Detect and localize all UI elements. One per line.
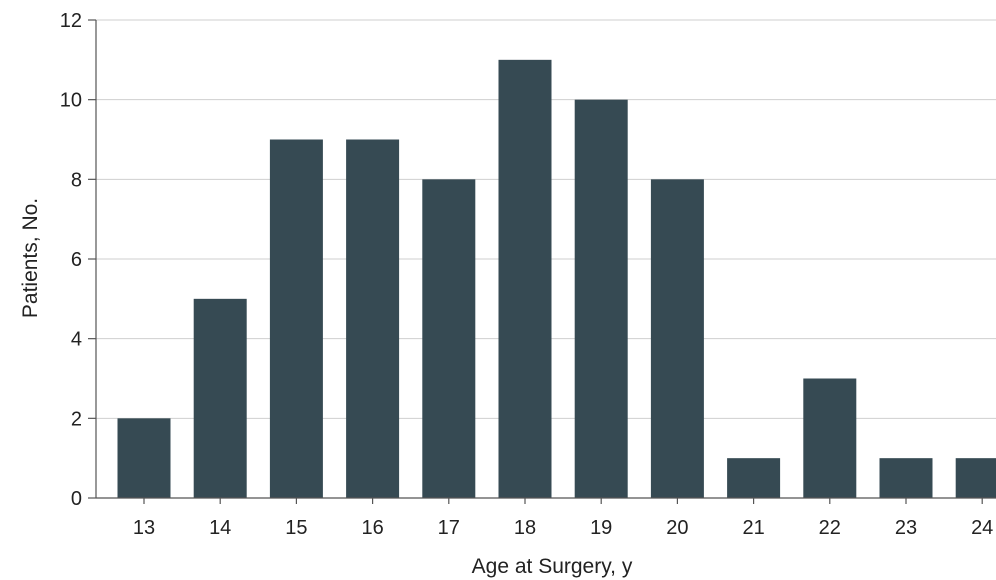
y-tick-label: 2 (71, 408, 82, 430)
x-tick-label: 21 (742, 517, 764, 539)
bar-age-23 (879, 458, 933, 498)
y-axis-title: Patients, No. (19, 198, 42, 318)
bar-age-22 (803, 378, 857, 498)
bar-age-13 (117, 418, 171, 498)
x-tick-label: 15 (285, 517, 307, 539)
bar-age-19 (574, 99, 628, 499)
x-tick-label: 20 (666, 517, 688, 539)
y-tick-label: 10 (60, 90, 82, 112)
x-tick-label: 16 (361, 517, 383, 539)
bar-age-16 (346, 139, 400, 498)
x-tick-label: 22 (819, 517, 841, 539)
y-tick-label: 0 (71, 488, 82, 510)
x-tick-label: 19 (590, 517, 612, 539)
x-tick-label: 14 (209, 517, 231, 539)
x-tick-label: 23 (895, 517, 917, 539)
bar-age-15 (269, 139, 323, 498)
bar-age-24 (955, 458, 996, 498)
x-axis-ticks: 13 14 15 16 17 18 19 20 21 22 23 24 (133, 498, 993, 539)
x-tick-label: 24 (971, 517, 993, 539)
x-tick-label: 13 (133, 517, 155, 539)
x-tick-label: 18 (514, 517, 536, 539)
bars (117, 59, 996, 499)
x-axis-title: Age at Surgery, y (472, 555, 633, 578)
x-tick-label: 17 (438, 517, 460, 539)
bar-age-18 (498, 59, 552, 498)
bar-age-17 (422, 179, 476, 499)
y-tick-label: 12 (60, 10, 82, 32)
y-axis-ticks: 0 2 4 6 8 10 12 (60, 10, 96, 510)
bar-age-14 (193, 298, 247, 498)
y-tick-label: 6 (71, 249, 82, 271)
bar-age-20 (650, 179, 704, 499)
bar-age-21 (727, 458, 781, 498)
y-tick-label: 8 (71, 169, 82, 191)
y-tick-label: 4 (71, 329, 82, 351)
